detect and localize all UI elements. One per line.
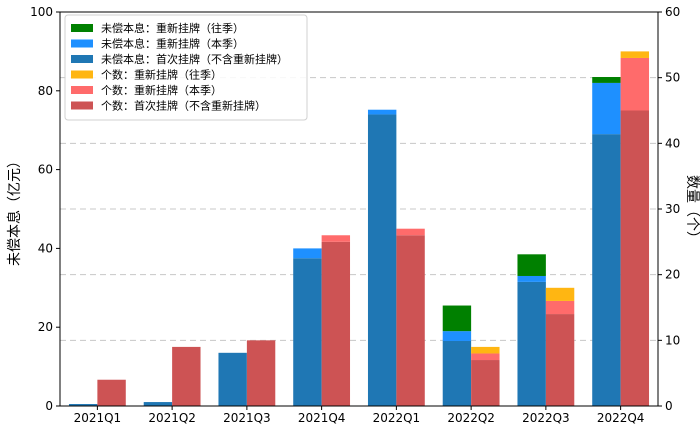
bar-amount — [367, 109, 397, 115]
bar-amount — [143, 402, 173, 406]
bar-count — [246, 340, 276, 406]
bar-amount — [293, 248, 322, 259]
right-tick-label: 0 — [665, 399, 673, 413]
legend-swatch — [71, 70, 93, 79]
bar-count — [545, 314, 575, 406]
x-tick-label: 2021Q1 — [74, 411, 122, 425]
left-tick-label: 40 — [38, 241, 53, 255]
bar-amount — [592, 82, 621, 135]
bar-count — [620, 51, 650, 58]
legend-swatch — [71, 24, 93, 32]
left-tick-label: 0 — [45, 399, 53, 413]
bar-count — [396, 228, 425, 236]
bars — [68, 51, 650, 406]
bar-amount — [367, 114, 397, 406]
legend-swatch — [71, 86, 93, 94]
legend-swatch — [71, 39, 93, 48]
bar-amount — [293, 258, 322, 406]
right-axis-title: 数量（个） — [684, 175, 700, 245]
right-tick-label: 30 — [665, 202, 680, 216]
bar-amount — [442, 340, 472, 406]
legend-label: 个数：重新挂牌（本季） — [101, 83, 222, 97]
x-tick-label: 2022Q3 — [522, 411, 570, 425]
bar-count — [471, 353, 500, 361]
axis-ticks: 0 20 40 60 80 100 0 10 20 30 40 50 60 2021Q1 2021Q2 202… — [30, 5, 680, 425]
bar-count — [620, 110, 650, 406]
right-tick-label: 60 — [665, 5, 680, 19]
right-tick-label: 40 — [665, 136, 680, 150]
x-tick-label: 2022Q1 — [373, 411, 421, 425]
bar-amount — [592, 77, 621, 83]
bar-amount — [68, 404, 98, 406]
legend-label: 未偿本息：首次挂牌（不含重新挂牌） — [101, 52, 288, 66]
legend-label: 个数：首次挂牌（不含重新挂牌） — [101, 99, 266, 113]
bar-count — [545, 287, 575, 301]
x-tick-label: 2021Q4 — [298, 411, 346, 425]
right-tick-label: 10 — [665, 333, 680, 347]
right-tick-label: 20 — [665, 268, 680, 282]
legend-label: 未偿本息：重新挂牌（本季） — [101, 37, 244, 51]
x-tick-label: 2021Q3 — [223, 411, 271, 425]
x-tick-label: 2021Q2 — [148, 411, 196, 425]
bar-amount — [517, 275, 546, 282]
bar-count — [471, 360, 500, 406]
left-tick-label: 100 — [30, 5, 53, 19]
bar-amount — [442, 305, 472, 332]
left-tick-label: 20 — [38, 320, 53, 334]
bar-count — [396, 235, 425, 406]
left-axis-title: 未偿本息（亿元） — [6, 154, 23, 266]
legend-box — [64, 14, 308, 121]
bar-count — [620, 57, 650, 111]
bar-amount — [517, 254, 546, 276]
x-tick-label: 2022Q4 — [597, 411, 645, 425]
bar-amount — [592, 134, 621, 406]
bar-count — [545, 300, 575, 315]
bar-count — [97, 379, 126, 406]
legend-swatch — [71, 101, 93, 110]
legend-swatch — [71, 55, 93, 63]
bar-amount — [517, 281, 546, 406]
right-tick-label: 50 — [665, 71, 680, 85]
left-tick-label: 80 — [38, 84, 53, 98]
left-tick-label: 60 — [38, 163, 53, 177]
bar-count — [172, 346, 201, 406]
bar-amount — [442, 331, 472, 341]
bar-count — [321, 235, 351, 242]
bar-count — [471, 346, 500, 354]
legend-label: 个数：重新挂牌（往季） — [101, 68, 222, 82]
x-tick-label: 2022Q2 — [447, 411, 495, 425]
bar-amount — [218, 352, 247, 406]
legend: 未偿本息：重新挂牌（往季） 未偿本息：重新挂牌（本季）未偿本息：首次挂牌（不含重新… — [64, 14, 308, 121]
bar-count — [321, 241, 351, 406]
legend-label: 未偿本息：重新挂牌（往季） — [101, 21, 244, 35]
